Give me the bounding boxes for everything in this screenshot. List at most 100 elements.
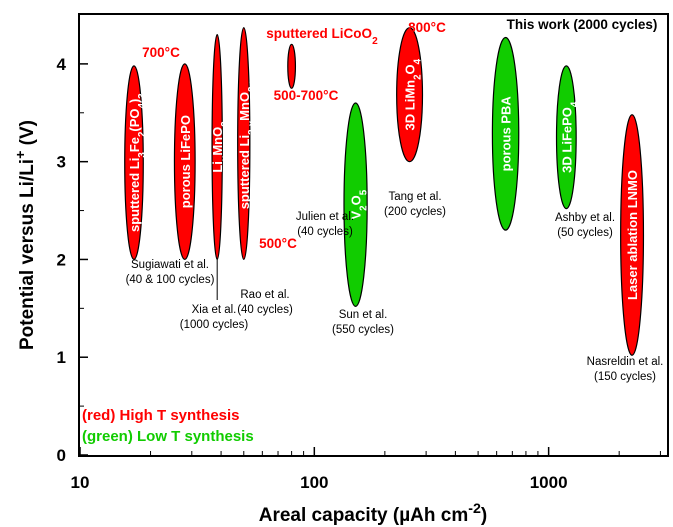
ellipse-label: V2O5 [349,189,370,219]
citation-text: (550 cycles) [332,324,394,336]
subscript: 4 [412,58,423,64]
citation-text: Tang et al. [388,191,441,203]
citation-text: (200 cycles) [384,206,446,218]
y-tick-label: 1 [57,348,66,367]
subscript: 3-y [246,77,257,92]
subscript: 2 [136,131,147,137]
text-run: O [403,64,418,74]
subscript: 5 [358,189,369,195]
text-run: Laser ablation LNMO [625,170,640,300]
citation-text: (50 cycles) [557,227,613,239]
citation-text: Xia et al. [192,304,237,316]
y-tick-label: 3 [57,153,66,172]
subscript: 3 [136,152,147,158]
annotation-t800: 800°C [408,20,446,35]
legend-entry: (red) High T synthesis [82,407,240,424]
citation-text: Sugiawati et al. [131,259,209,271]
subscript: 4 [136,102,147,108]
citation-text: Julien et al. [296,211,354,223]
text-run: MnO [210,127,225,156]
text-run: O [349,195,364,205]
data-ellipse [396,27,424,163]
annotation-thiswork: This work (2000 cycles) [507,17,658,32]
subscript: 2 [358,205,369,211]
citation-text: Nasreldin et al. [587,356,664,368]
citation-text: (40 cycles) [297,226,353,238]
data-ellipse [237,27,251,261]
text-run: sputtered LiCoO [266,26,372,41]
y-tick-label: 4 [57,55,67,74]
data-ellipse [555,65,577,210]
annotation-t700: 700°C [142,45,180,60]
citation-text: Sun et al. [339,309,388,321]
citation-text: (40 cycles) [237,304,293,316]
citation-text: Ashby et al. [555,212,615,224]
text-run: This work (2000 cycles) [507,17,658,32]
data-ellipse [287,43,297,89]
y-label-run: Potential versus Li/Li [17,159,38,350]
subscript: 4 [569,101,580,107]
citation-text: (150 cycles) [594,371,656,383]
data-ellipse [491,36,520,231]
text-run: 3D LiFePO [559,107,574,173]
data-ellipse [620,114,645,356]
x-axis-label: Areal capacity (µAh cm-2) [259,501,487,526]
x-tick-label: 100 [300,473,328,492]
y-axis-label: Potential versus Li/Li+ (V) [13,120,38,350]
text-run: 500-700°C [274,88,339,103]
text-run: porous PBA [499,96,514,172]
legend-entry: (green) Low T synthesis [82,428,254,445]
citation-text: (40 & 100 cycles) [126,274,215,286]
ellipse-label: LixMnO2 [210,121,231,173]
text-run: MnO [237,92,252,121]
text-run: 700°C [142,45,180,60]
subscript: 2-x [246,120,257,135]
citation-text: Rao et al. [240,289,289,301]
y-tick-label: 0 [57,446,66,465]
text-run: Li [210,161,225,173]
legend: (red) High T synthesis (green) Low T synt… [82,407,254,445]
plot-frame [78,13,669,457]
data-ellipse [173,63,196,261]
text-run: (PO [127,108,142,131]
text-run: Fe [127,137,142,152]
y-axis: 0 1 2 3 4 [57,55,88,465]
ellipse-label: sputtered Li3Fe2(PO4)3 [127,93,148,232]
y-label-run: (V) [17,120,38,151]
data-ellipses [124,27,645,356]
ellipse-label: sputtered Li2-xMnO3-y [237,77,257,209]
ellipse-label: porous PBA [499,96,514,172]
subscript: 2 [412,74,423,80]
text-run: ) [127,99,142,103]
annotation-t500_700: 500-700°C [274,88,339,103]
text-run: porous LiFePO [178,115,193,208]
citation-text: (1000 cycles) [180,319,249,331]
x-label-run: -2 [468,501,481,517]
text-run: sputtered Li [127,158,142,232]
citation-labels: Sugiawati et al. (40 & 100 cycles) Xia et … [126,191,664,383]
ellipse-label: Laser ablation LNMO [625,170,640,300]
x-tick-label: 1000 [530,473,568,492]
x-label-run: Areal capacity (µAh cm [259,505,468,526]
annotation-t500: 500°C [259,236,297,251]
ellipse-label: porous LiFePO [178,115,193,208]
annotation-licoo2: sputtered LiCoO2 [266,26,378,47]
y-label-run: + [13,151,29,159]
x-label-run: ) [481,505,487,526]
text-run: 800°C [408,20,446,35]
ellipse-label: 3D LiMn2O4 [403,58,424,130]
subscript: 3 [136,93,147,99]
subscript: x [220,155,231,161]
text-run: 500°C [259,236,297,251]
ellipse-label: 3D LiFePO4 [559,101,580,173]
x-tick-label: 10 [71,473,90,492]
y-tick-label: 2 [57,250,66,269]
subscript: 2 [220,121,231,127]
subscript: 2 [372,36,378,47]
text-run: 3D LiMn [403,80,418,131]
text-run: V [349,211,364,220]
data-ellipse [124,65,144,261]
